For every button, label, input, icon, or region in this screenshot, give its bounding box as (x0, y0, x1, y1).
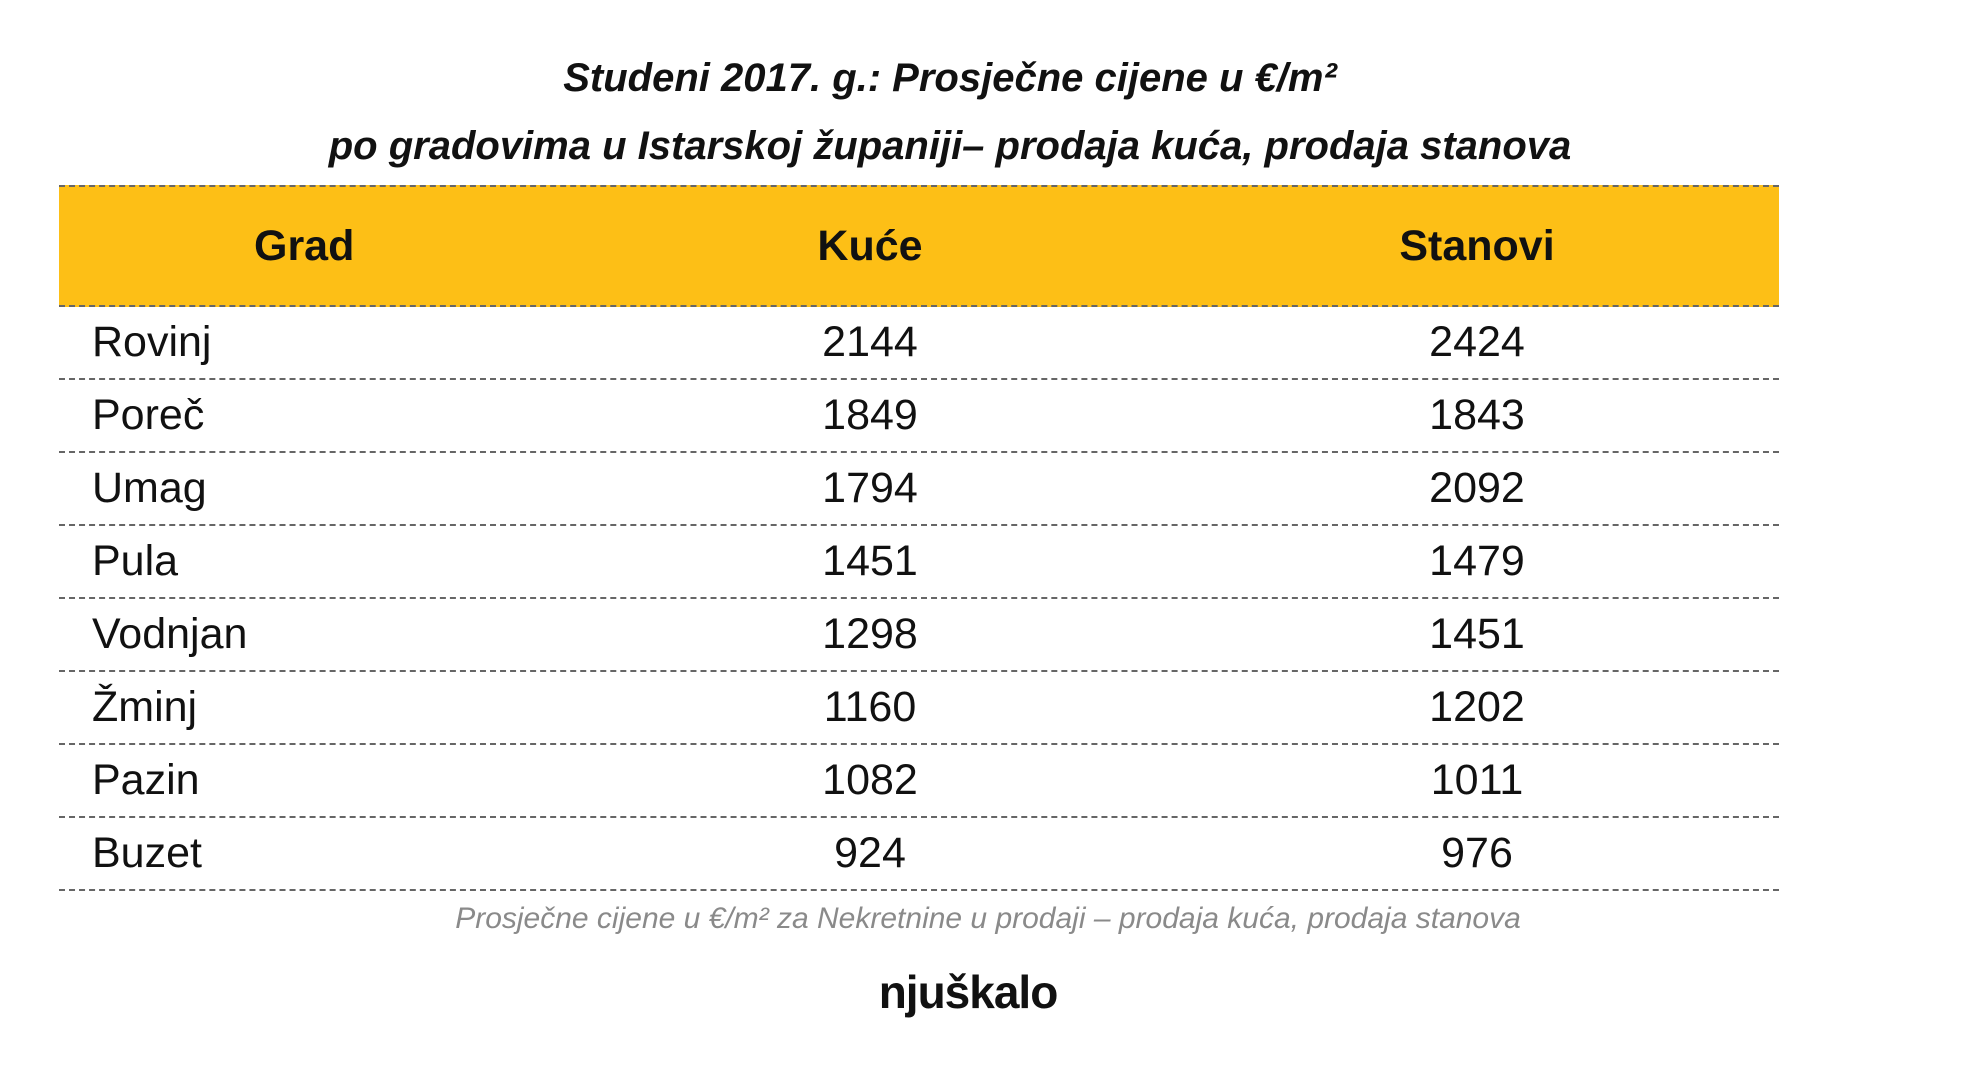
table-row: Rovinj 2144 2424 (59, 307, 1779, 380)
price-cell: 1160 (823, 683, 917, 731)
header-cell: Stanovi (1399, 221, 1555, 270)
title-line: Studeni 2017. g.: Prosječne cijene u €/m… (563, 56, 1337, 100)
city-cell: Umag (92, 464, 207, 512)
table-row: Poreč 1849 1843 (59, 380, 1779, 453)
price-cell: 1849 (822, 391, 918, 439)
table-row: Pula 1451 1479 (59, 526, 1779, 599)
price-cell: 1082 (822, 756, 918, 804)
price-cell: 1451 (822, 537, 918, 585)
header-row: Grad Kuće Stanovi (59, 185, 1779, 307)
price-cell: 1479 (1429, 537, 1525, 585)
price-cell: 1011 (1430, 756, 1524, 804)
price-cell: 2144 (822, 318, 918, 366)
city-cell: Buzet (92, 829, 202, 877)
table-row: Žminj 1160 1202 (59, 672, 1779, 745)
price-cell: 2092 (1429, 464, 1525, 512)
price-cell: 2424 (1429, 318, 1525, 366)
header-cell: Kuće (817, 221, 923, 270)
price-cell: 1843 (1429, 391, 1525, 439)
price-table: Grad Kuće Stanovi Rovinj 2144 2424 Poreč 1849 18… (59, 185, 1779, 891)
city-cell: Rovinj (92, 318, 212, 366)
price-cell: 924 (834, 829, 906, 877)
title-line: po gradovima u Istarskoj županiji– proda… (328, 124, 1572, 168)
table-row: Pazin 1082 1011 (59, 745, 1779, 818)
table-row: Vodnjan 1298 1451 (59, 599, 1779, 672)
price-cell: 1451 (1429, 610, 1525, 658)
city-cell: Žminj (92, 683, 198, 731)
city-cell: Vodnjan (92, 610, 248, 658)
price-cell: 1298 (822, 610, 918, 658)
price-cell: 1794 (822, 464, 918, 512)
price-cell: 1202 (1429, 683, 1525, 731)
table-row: Buzet 924 976 (59, 818, 1779, 891)
city-cell: Pula (92, 537, 179, 585)
header-cell: Grad (254, 221, 355, 270)
logo: njuškalo (878, 966, 1059, 1018)
city-cell: Poreč (92, 391, 205, 439)
price-cell: 976 (1441, 829, 1513, 877)
caption: Prosječne cijene u €/m² za Nekretnine u … (455, 902, 1521, 935)
table-row: Umag 1794 2092 (59, 453, 1779, 526)
city-cell: Pazin (92, 756, 200, 804)
